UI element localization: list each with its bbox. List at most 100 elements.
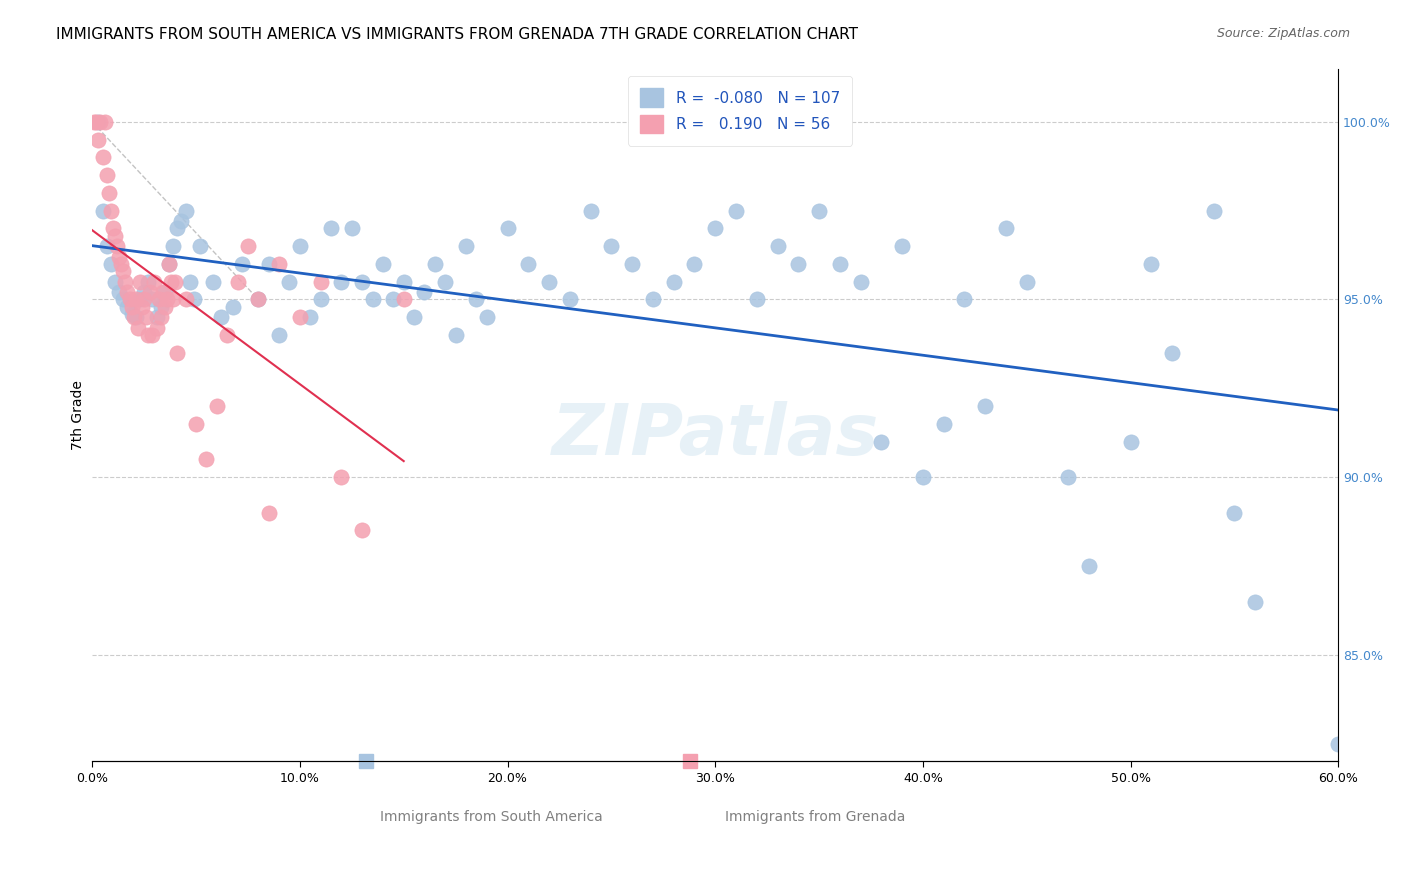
Point xyxy=(911,470,934,484)
Point xyxy=(496,221,519,235)
Point xyxy=(330,470,353,484)
Point xyxy=(96,168,118,182)
Point xyxy=(849,275,872,289)
Point xyxy=(121,307,143,321)
Point xyxy=(87,132,110,146)
Point xyxy=(269,328,291,343)
Point xyxy=(174,203,197,218)
Point xyxy=(162,293,184,307)
Point xyxy=(117,300,139,314)
Point xyxy=(201,275,224,289)
Point xyxy=(141,293,163,307)
Point xyxy=(361,293,384,307)
Point xyxy=(352,524,374,538)
Point xyxy=(136,275,159,289)
Point xyxy=(129,275,152,289)
Point xyxy=(269,257,291,271)
Point xyxy=(444,328,467,343)
Point xyxy=(870,434,893,449)
Point xyxy=(1327,737,1350,751)
Point xyxy=(93,115,115,129)
Point xyxy=(188,239,211,253)
Point xyxy=(160,275,183,289)
Point xyxy=(423,257,446,271)
Point xyxy=(236,239,259,253)
Point xyxy=(131,300,153,314)
Point xyxy=(101,221,124,235)
Point xyxy=(891,239,914,253)
Text: IMMIGRANTS FROM SOUTH AMERICA VS IMMIGRANTS FROM GRENADA 7TH GRADE CORRELATION C: IMMIGRANTS FROM SOUTH AMERICA VS IMMIGRA… xyxy=(56,27,858,42)
Point xyxy=(724,203,747,218)
Point xyxy=(86,115,108,129)
Point xyxy=(994,221,1017,235)
Point xyxy=(1223,506,1246,520)
Point xyxy=(475,310,498,325)
Point xyxy=(118,293,141,307)
Point xyxy=(91,150,114,164)
Point xyxy=(288,239,311,253)
Point xyxy=(517,257,540,271)
Point xyxy=(454,239,477,253)
Point xyxy=(183,293,205,307)
Point xyxy=(104,275,127,289)
Point xyxy=(170,214,193,228)
Point xyxy=(278,275,301,289)
Point xyxy=(257,506,280,520)
Point xyxy=(153,285,176,300)
Legend: R =  -0.080   N = 107, R =   0.190   N = 56: R = -0.080 N = 107, R = 0.190 N = 56 xyxy=(628,76,852,145)
Point xyxy=(413,285,436,300)
Point xyxy=(974,399,997,413)
Point xyxy=(404,310,426,325)
Point xyxy=(122,310,145,325)
Point xyxy=(141,328,163,343)
Point xyxy=(217,328,239,343)
Point xyxy=(808,203,831,218)
Point xyxy=(100,203,122,218)
Point xyxy=(392,293,415,307)
Point xyxy=(558,293,581,307)
Point xyxy=(766,239,789,253)
Point xyxy=(114,275,136,289)
Point xyxy=(1161,345,1184,359)
Point xyxy=(662,275,685,289)
Point xyxy=(143,275,166,289)
Point xyxy=(135,310,157,325)
Point xyxy=(382,293,405,307)
Point xyxy=(392,275,415,289)
Point xyxy=(108,250,131,264)
Point xyxy=(152,285,174,300)
Point xyxy=(112,293,135,307)
Point xyxy=(319,221,342,235)
Point xyxy=(136,328,159,343)
Point xyxy=(105,239,128,253)
Point xyxy=(465,293,488,307)
Point xyxy=(434,275,457,289)
Point xyxy=(1078,558,1101,573)
Point xyxy=(1202,203,1225,218)
Point xyxy=(247,293,270,307)
Point xyxy=(153,300,176,314)
Point xyxy=(165,275,187,289)
Point xyxy=(209,310,232,325)
Point xyxy=(309,293,332,307)
Point xyxy=(1244,594,1267,608)
Point xyxy=(352,275,374,289)
Point xyxy=(231,257,253,271)
Text: Source: ZipAtlas.com: Source: ZipAtlas.com xyxy=(1216,27,1350,40)
Point xyxy=(704,221,727,235)
Point xyxy=(132,285,155,300)
Point xyxy=(125,293,148,307)
Point xyxy=(166,221,188,235)
Point xyxy=(149,300,172,314)
Point xyxy=(145,310,167,325)
Point xyxy=(641,293,664,307)
Point xyxy=(112,264,135,278)
Point xyxy=(157,257,180,271)
Point xyxy=(247,293,270,307)
Point xyxy=(222,300,245,314)
Point xyxy=(579,203,602,218)
Point xyxy=(288,310,311,325)
Point xyxy=(340,221,363,235)
Point xyxy=(1015,275,1038,289)
Point xyxy=(132,293,155,307)
